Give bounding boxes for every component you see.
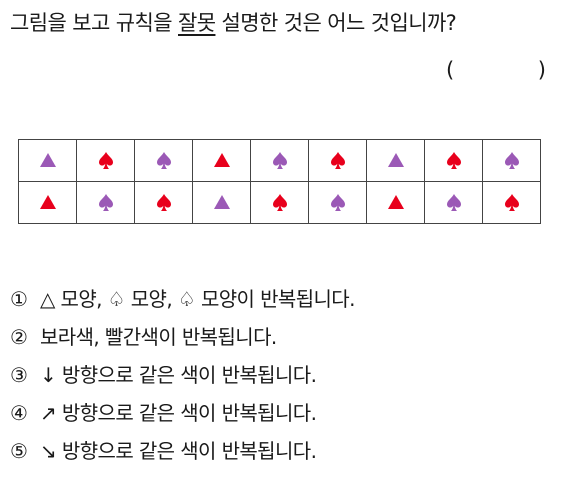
grid-row-1	[18, 139, 541, 182]
red-spade-icon	[272, 194, 287, 211]
option-4-number: ④	[10, 401, 28, 425]
grid-cell	[250, 181, 309, 224]
option-1-text: △ 모양, ♤ 모양, ♤ 모양이 반복됩니다.	[40, 287, 355, 311]
grid-row-2	[18, 181, 541, 224]
purple-spade-icon	[504, 152, 519, 169]
purple-triangle-icon	[387, 153, 404, 167]
red-spade-icon	[156, 194, 171, 211]
option-1-number: ①	[10, 287, 28, 311]
grid-cell	[366, 181, 425, 224]
red-triangle-icon	[387, 195, 404, 209]
grid-cell	[76, 181, 135, 224]
option-2-number: ②	[10, 325, 28, 349]
grid-cell	[134, 181, 193, 224]
purple-spade-icon	[446, 194, 461, 211]
purple-spade-icon	[156, 152, 171, 169]
option-3-number: ③	[10, 363, 28, 387]
grid-cell	[134, 139, 193, 182]
option-list: ① △ 모양, ♤ 모양, ♤ 모양이 반복됩니다. ② 보라색, 빨간색이 반복됩…	[10, 284, 355, 474]
option-5-number: ⑤	[10, 439, 28, 463]
question-underlined-word: 잘못	[178, 11, 216, 35]
option-3-text: ↓ 방향으로 같은 색이 반복됩니다.	[40, 363, 317, 387]
option-4[interactable]: ④ ↗ 방향으로 같은 색이 반복됩니다.	[10, 398, 355, 436]
grid-cell	[192, 181, 251, 224]
option-1[interactable]: ① △ 모양, ♤ 모양, ♤ 모양이 반복됩니다.	[10, 284, 355, 322]
question-part-2: 설명한 것은 어느 것입니까?	[215, 11, 457, 35]
option-4-text: ↗ 방향으로 같은 색이 반복됩니다.	[40, 401, 317, 425]
red-spade-icon	[330, 152, 345, 169]
option-5-text: ↘ 방향으로 같은 색이 반복됩니다.	[40, 439, 317, 463]
purple-spade-icon	[330, 194, 345, 211]
grid-cell	[424, 181, 483, 224]
grid-cell	[18, 139, 77, 182]
red-spade-icon	[98, 152, 113, 169]
red-triangle-icon	[213, 153, 230, 167]
question-part-1: 그림을 보고 규칙을	[10, 11, 178, 35]
purple-triangle-icon	[39, 153, 56, 167]
question-text: 그림을 보고 규칙을 잘못 설명한 것은 어느 것입니까?	[10, 8, 457, 38]
purple-spade-icon	[272, 152, 287, 169]
option-5[interactable]: ⑤ ↘ 방향으로 같은 색이 반복됩니다.	[10, 436, 355, 474]
grid-cell	[250, 139, 309, 182]
grid-cell	[192, 139, 251, 182]
red-spade-icon	[446, 152, 461, 169]
purple-spade-icon	[98, 194, 113, 211]
grid-cell	[482, 181, 541, 224]
red-spade-icon	[504, 194, 519, 211]
option-2[interactable]: ② 보라색, 빨간색이 반복됩니다.	[10, 322, 355, 360]
purple-triangle-icon	[213, 195, 230, 209]
option-3[interactable]: ③ ↓ 방향으로 같은 색이 반복됩니다.	[10, 360, 355, 398]
grid-cell	[482, 139, 541, 182]
red-triangle-icon	[39, 195, 56, 209]
answer-left-paren: (	[446, 58, 455, 82]
grid-cell	[308, 181, 367, 224]
grid-cell	[424, 139, 483, 182]
answer-blank[interactable]: ( )	[446, 55, 546, 85]
grid-cell	[366, 139, 425, 182]
grid-cell	[308, 139, 367, 182]
pattern-grid	[18, 139, 541, 224]
option-2-text: 보라색, 빨간색이 반복됩니다.	[40, 325, 277, 349]
grid-cell	[18, 181, 77, 224]
answer-right-paren: )	[537, 58, 546, 82]
grid-cell	[76, 139, 135, 182]
